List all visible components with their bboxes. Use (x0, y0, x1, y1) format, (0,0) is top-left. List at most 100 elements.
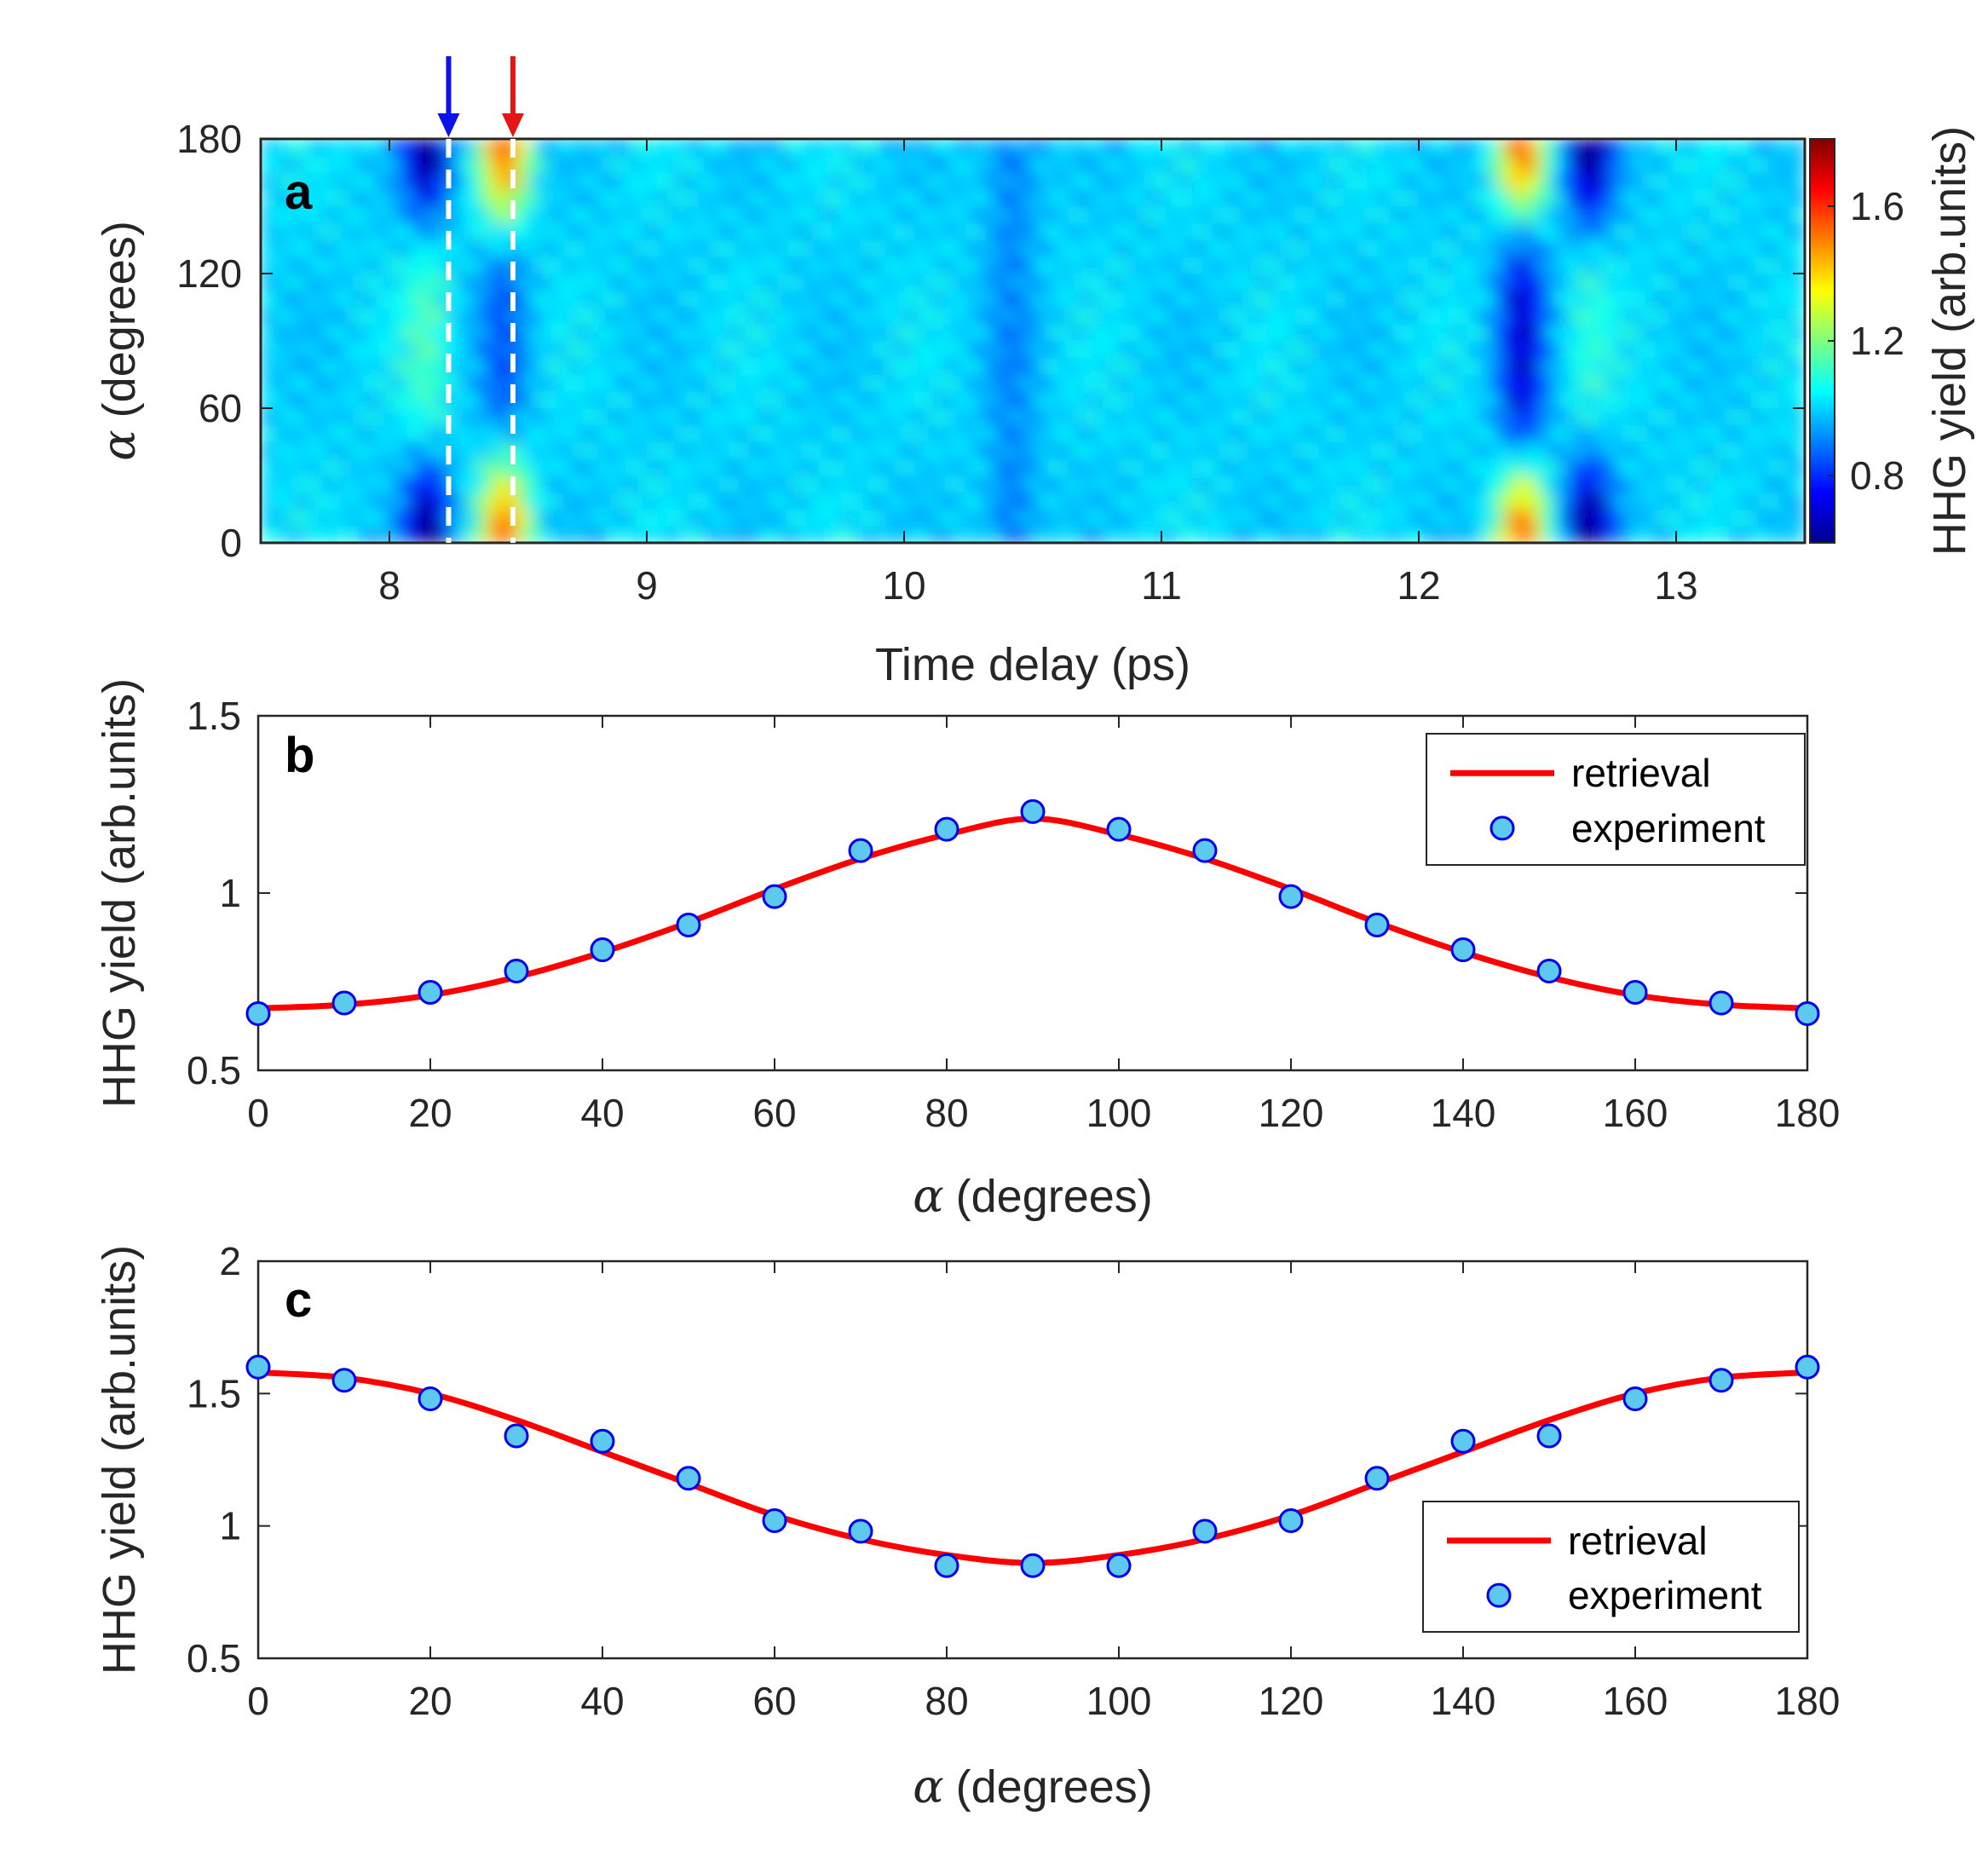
heatmap-cell (1577, 441, 1589, 459)
heatmap-cell (517, 155, 529, 174)
heatmap-cell (311, 509, 323, 527)
heatmap-cell (1299, 525, 1311, 543)
heatmap-cell (363, 188, 375, 207)
heatmap-cell (1732, 239, 1743, 257)
heatmap-cell (847, 188, 859, 207)
heatmap-cell (538, 155, 550, 174)
heatmap-cell (1083, 172, 1095, 190)
heatmap-cell (353, 239, 365, 257)
heatmap-cell (1619, 374, 1631, 392)
heatmap-cell (1115, 222, 1127, 241)
heatmap-cell (1238, 509, 1250, 527)
heatmap-cell (301, 323, 313, 342)
heatmap-cell (1474, 290, 1486, 308)
panel-c-x-axis-label: α (degrees) (913, 1760, 1153, 1813)
heatmap-cell (1094, 492, 1106, 510)
heatmap-cell (1526, 273, 1538, 291)
heatmap-cell (332, 256, 344, 274)
heatmap-cell (1299, 407, 1311, 426)
heatmap-cell (857, 239, 869, 257)
heatmap-cell (343, 172, 354, 190)
heatmap-cell (682, 307, 694, 325)
heatmap-cell (1516, 290, 1528, 308)
heatmap-cell (1794, 441, 1805, 459)
heatmap-cell (590, 407, 602, 426)
heatmap-cell (487, 407, 498, 426)
heatmap-cell (1495, 357, 1507, 376)
heatmap-cell (394, 374, 406, 392)
x-tick-label: 12 (1397, 563, 1440, 608)
heatmap-cell (867, 290, 879, 308)
heatmap-cell (1433, 290, 1445, 308)
y-tick-label: 1 (219, 871, 241, 915)
heatmap-cell (713, 357, 725, 376)
heatmap-cell (744, 290, 756, 308)
heatmap-cell (487, 390, 498, 409)
heatmap-cell (343, 340, 354, 359)
heatmap-cell (1506, 424, 1518, 443)
heatmap-cell (1238, 390, 1250, 409)
heatmap-cell (775, 374, 787, 392)
heatmap-cell (476, 390, 488, 409)
heatmap-cell (1763, 188, 1775, 207)
y-tick-label: 0 (220, 521, 242, 565)
heatmap-cell (1547, 256, 1559, 274)
heatmap-cell (558, 323, 570, 342)
heatmap-cell (343, 205, 354, 224)
heatmap-cell (301, 188, 313, 207)
heatmap-cell (1629, 458, 1641, 476)
heatmap-cell (527, 256, 539, 274)
heatmap-cell (1650, 390, 1662, 409)
heatmap-cell (414, 139, 426, 157)
heatmap-cell (497, 222, 509, 241)
heatmap-cell (1372, 290, 1384, 308)
heatmap-cell (270, 256, 282, 274)
heatmap-cell (1299, 239, 1311, 257)
heatmap-cell (1032, 139, 1044, 157)
heatmap-cell (1104, 307, 1116, 325)
heatmap-cell (1506, 323, 1518, 342)
heatmap-cell (1557, 205, 1569, 224)
heatmap-cell (620, 390, 632, 409)
heatmap-cell (1310, 290, 1322, 308)
heatmap-cell (671, 256, 683, 274)
heatmap-cell (826, 509, 838, 527)
heatmap-cell (579, 256, 591, 274)
heatmap-cell (1073, 188, 1085, 207)
heatmap-cell (1639, 390, 1651, 409)
heatmap-cell (1474, 273, 1486, 291)
heatmap-cell (538, 492, 550, 510)
heatmap-cell (1588, 323, 1599, 342)
heatmap-cell (929, 390, 941, 409)
heatmap-cell (1639, 374, 1651, 392)
heatmap-cell (847, 256, 859, 274)
heatmap-cell (1001, 407, 1013, 426)
heatmap-cell (1320, 374, 1332, 392)
heatmap-cell (590, 256, 602, 274)
heatmap-cell (734, 155, 746, 174)
heatmap-cell (435, 357, 447, 376)
heatmap-cell (1680, 357, 1692, 376)
heatmap-cell (1629, 374, 1641, 392)
heatmap-cell (1340, 205, 1352, 224)
heatmap-cell (1011, 323, 1023, 342)
heatmap-cell (1588, 239, 1599, 257)
heatmap-cell (301, 509, 313, 527)
heatmap-cell (507, 155, 519, 174)
heatmap-cell (1454, 205, 1466, 224)
heatmap-cell (548, 424, 560, 443)
heatmap-cell (1269, 323, 1281, 342)
heatmap-cell (332, 290, 344, 308)
heatmap-cell (723, 340, 735, 359)
heatmap-cell (1052, 492, 1064, 510)
heatmap-cell (1588, 205, 1599, 224)
heatmap-cell (1155, 273, 1167, 291)
heatmap-cell (1423, 188, 1435, 207)
heatmap-cell (620, 155, 632, 174)
heatmap-cell (1474, 492, 1486, 510)
heatmap-cell (775, 492, 787, 510)
heatmap-cell (991, 155, 1003, 174)
heatmap-cell (1228, 475, 1240, 493)
experiment-point (1450, 937, 1476, 963)
heatmap-cell (641, 357, 653, 376)
